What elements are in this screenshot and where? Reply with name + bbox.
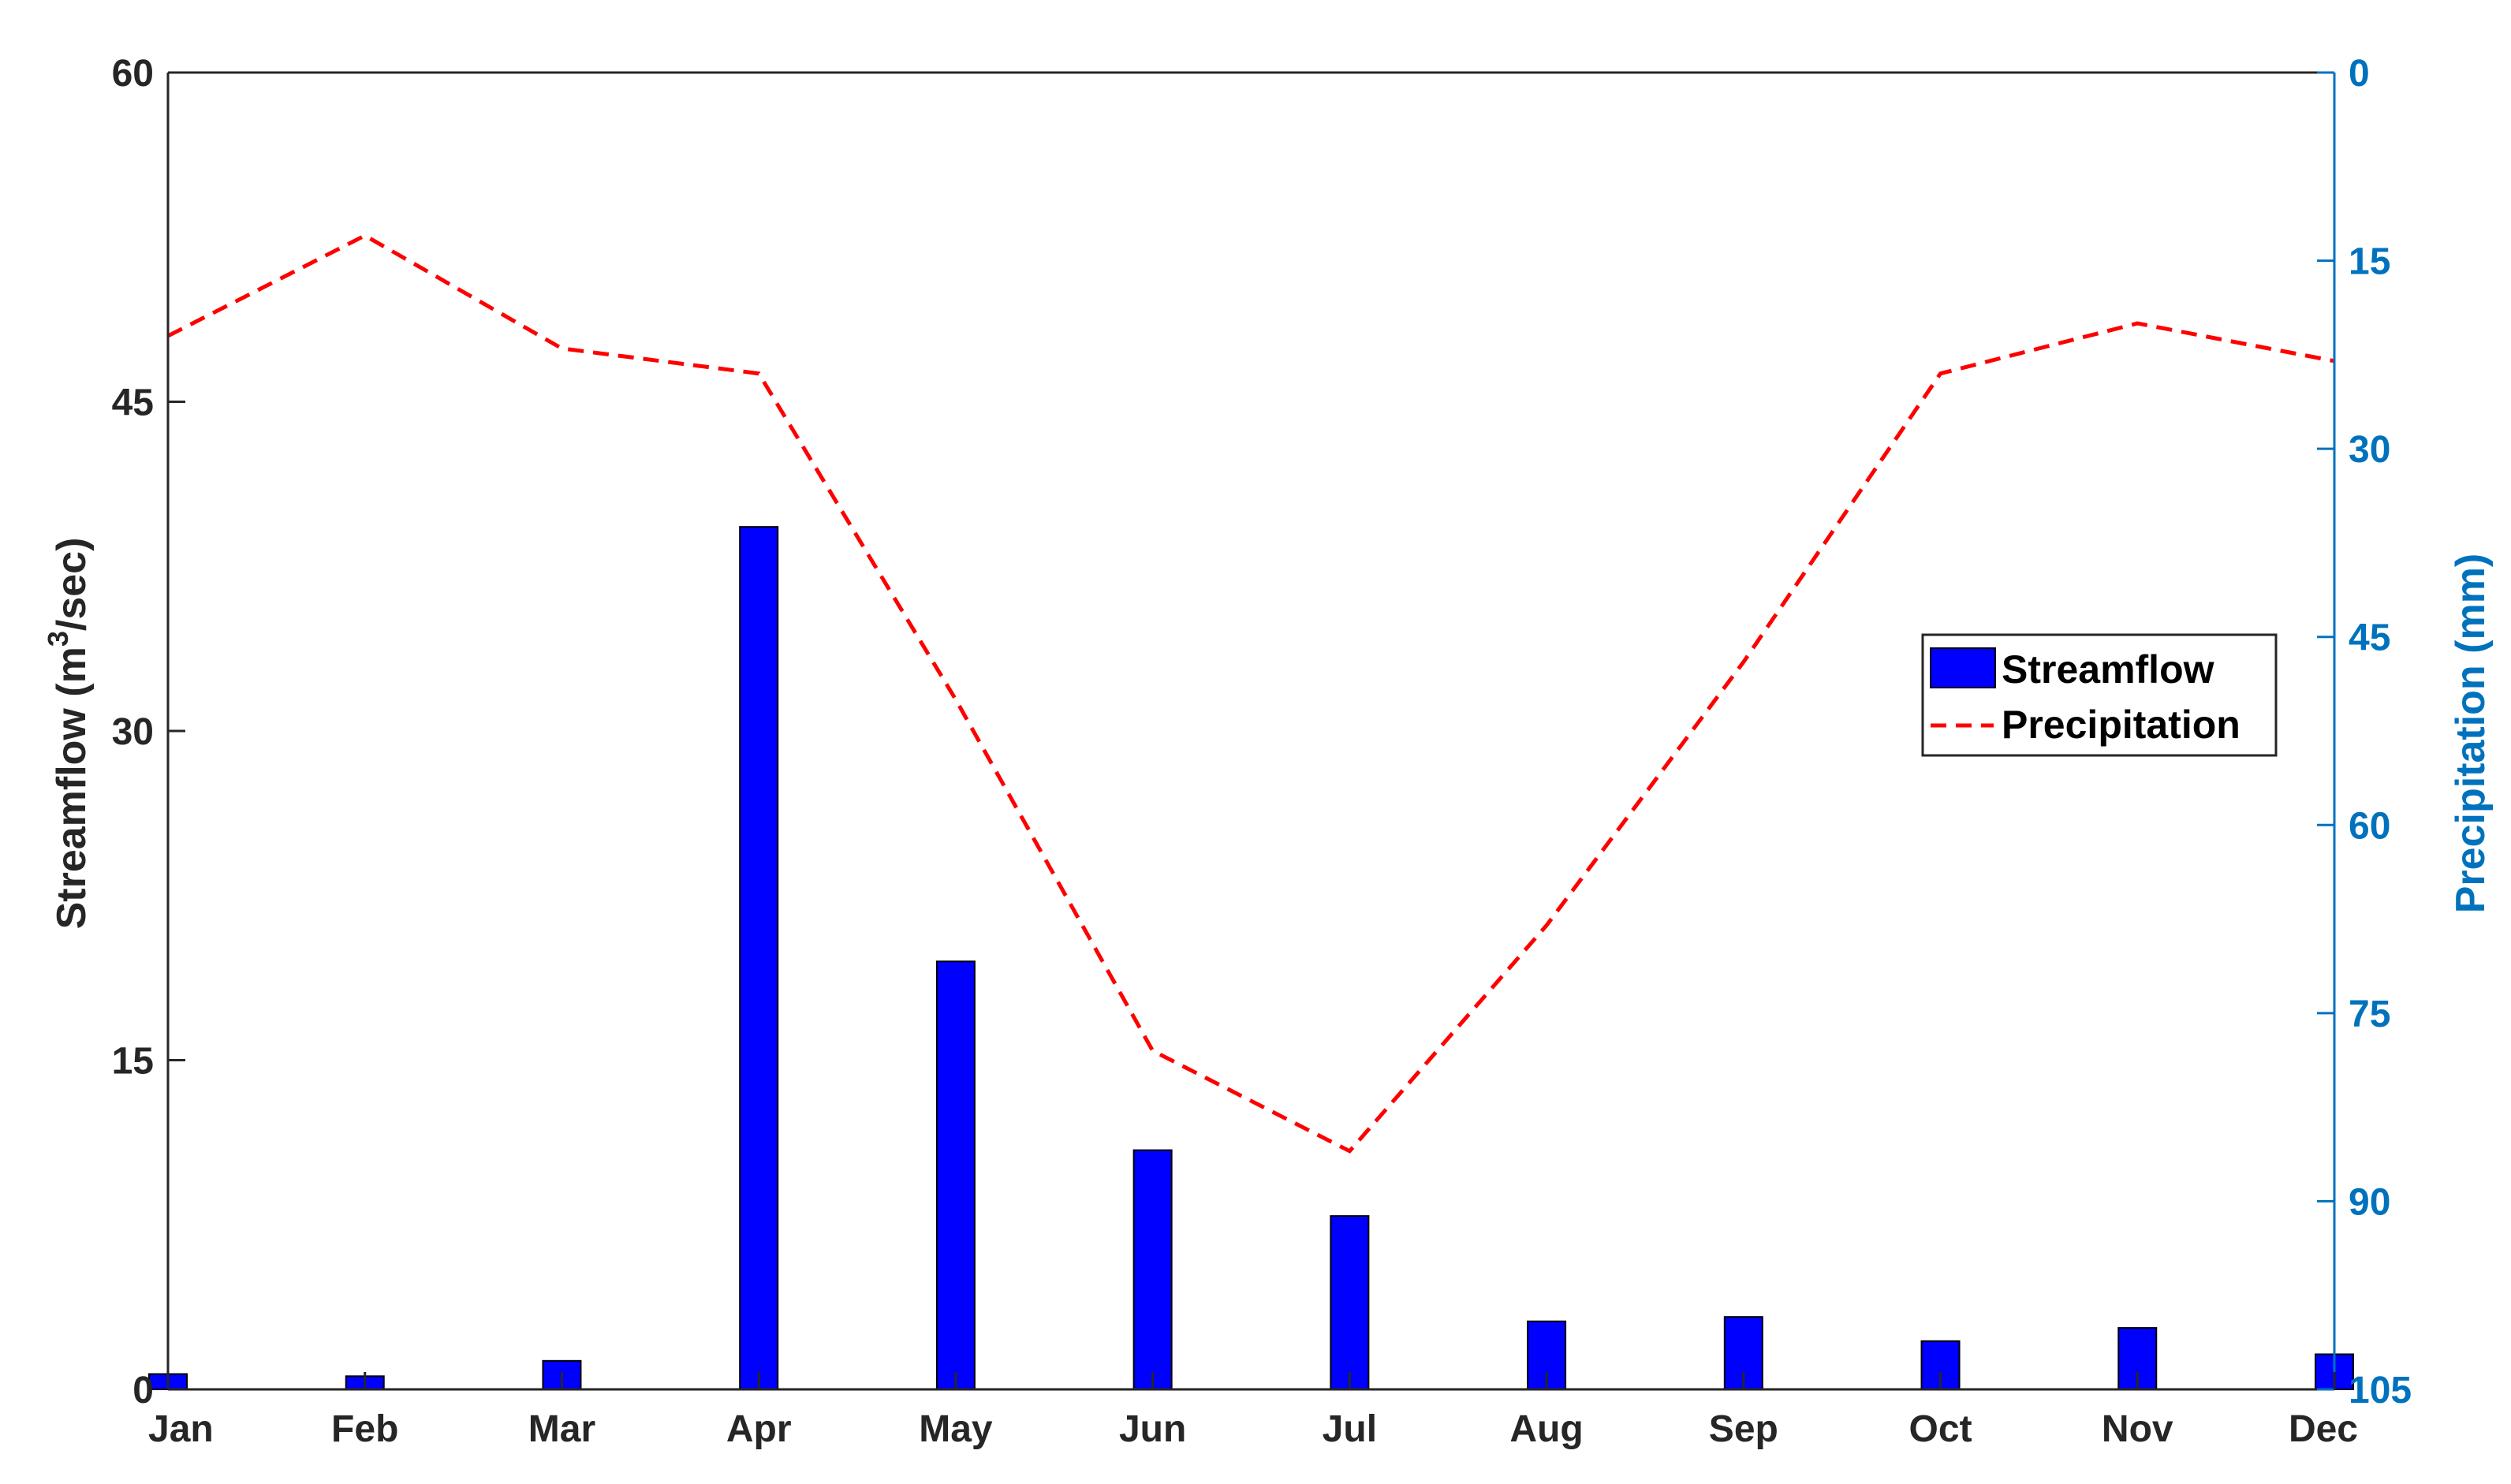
right-tick-label: 60 xyxy=(2349,805,2390,847)
left-tick-label: 30 xyxy=(112,711,154,753)
left-axis-label-tail: /sec) xyxy=(49,538,95,632)
left-axis-label-main: Streamflow (m xyxy=(49,647,95,929)
precipitation-line xyxy=(166,233,2335,1154)
x-tick-label-oct: Oct xyxy=(1909,1408,1972,1450)
legend-label-streamflow: Streamflow xyxy=(2002,647,2214,692)
x-axis-ticks: Jan Feb Mar Apr May Jun Jul Aug Sep Oct Nov Dec xyxy=(148,1372,2358,1450)
x-tick-label-dec: Dec xyxy=(2289,1408,2358,1450)
x-tick-label-jun: Jun xyxy=(1119,1408,1186,1450)
legend-swatch-streamflow xyxy=(1930,647,1996,688)
left-tick-label: 45 xyxy=(112,382,154,424)
left-tick-label: 0 xyxy=(132,1370,154,1411)
right-tick-label: 30 xyxy=(2349,429,2390,471)
right-axis-ticks: 0 15 30 45 60 75 90 105 xyxy=(2317,53,2412,1411)
x-tick-label-jan: Jan xyxy=(148,1408,214,1450)
left-tick-label: 15 xyxy=(112,1041,154,1083)
legend: Streamflow Precipitation xyxy=(1921,633,2278,757)
right-tick-label: 45 xyxy=(2349,617,2390,659)
right-axis-label: Precipitation (mm) xyxy=(2448,554,2494,914)
legend-label-precipitation: Precipitation xyxy=(2002,703,2240,747)
x-tick-label-aug: Aug xyxy=(1509,1408,1583,1450)
precipitation-polyline xyxy=(166,233,2335,1154)
x-tick-label-jul: Jul xyxy=(1323,1408,1377,1450)
left-tick-label: 60 xyxy=(112,53,154,95)
x-tick-label-sep: Sep xyxy=(1709,1408,1778,1450)
streamflow-bars xyxy=(148,526,2354,1391)
left-axis-label-sup: 3 xyxy=(42,631,74,647)
right-tick-label: 90 xyxy=(2349,1181,2390,1223)
left-axis-ticks: 0 15 30 45 60 xyxy=(112,53,185,1411)
x-tick-label-feb: Feb xyxy=(331,1408,398,1450)
right-tick-label: 15 xyxy=(2349,241,2390,283)
x-tick-label-apr: Apr xyxy=(726,1408,792,1450)
x-tick-label-may: May xyxy=(919,1408,993,1450)
right-tick-label: 75 xyxy=(2349,994,2390,1035)
right-tick-label: 0 xyxy=(2349,53,2370,95)
bar-jun xyxy=(1132,1149,1173,1391)
left-axis-label: Streamflow (m3/sec) xyxy=(42,538,95,930)
bar-apr xyxy=(739,526,779,1390)
axes xyxy=(166,71,2336,1391)
bar-may xyxy=(935,960,976,1390)
bar-jul xyxy=(1330,1215,1370,1391)
right-tick-label: 105 xyxy=(2349,1370,2412,1411)
x-tick-label-mar: Mar xyxy=(528,1408,595,1450)
x-tick-label-nov: Nov xyxy=(2102,1408,2173,1450)
